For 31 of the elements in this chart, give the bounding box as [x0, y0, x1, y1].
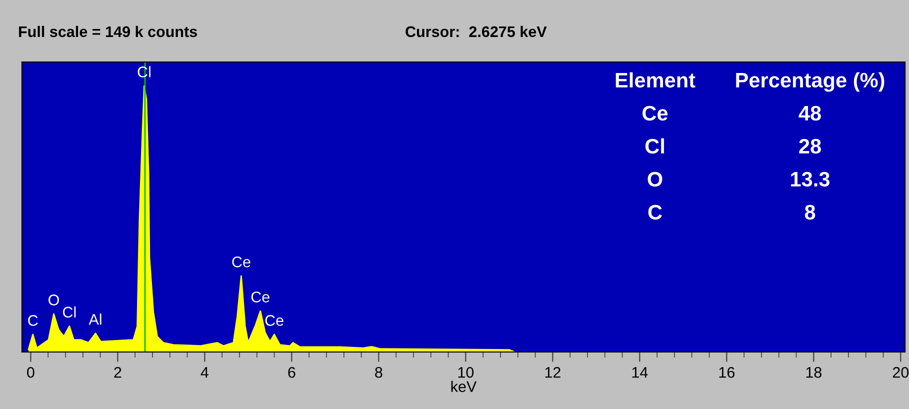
annotation: O	[648, 172, 662, 187]
text: Cursor: 2.6275 keV	[406, 26, 547, 38]
annotation: Percentage (%)	[736, 72, 884, 92]
annotation: Ce	[265, 315, 284, 326]
annotation: Cl	[645, 138, 664, 154]
annotation: O	[48, 294, 59, 306]
annotation: Cl	[62, 306, 76, 318]
x-tick-label: 10	[458, 366, 474, 378]
x-tick-label: 8	[375, 366, 382, 378]
annotation: 48	[798, 106, 821, 121]
x-tick-label: 2	[114, 366, 122, 378]
annotation: 28	[799, 138, 821, 154]
annotation: Ce	[232, 256, 250, 268]
x-tick-label: 4	[200, 367, 208, 378]
annotation: Ce	[251, 292, 270, 302]
x-tick-label: 20	[892, 366, 909, 378]
annotation: Element	[616, 72, 696, 88]
annotation: 8	[804, 204, 816, 220]
x-tick-label: 16	[719, 366, 734, 378]
annotation: 13.3	[791, 172, 830, 187]
x-tick-label: 6	[288, 366, 296, 378]
x-tick-label: 12	[545, 366, 560, 378]
x-axis-title: keV	[451, 380, 477, 392]
text: Full scale = 149 k counts	[19, 26, 197, 38]
x-tick-label: 0	[27, 366, 34, 378]
annotation: C	[28, 315, 38, 326]
annotation: Ce	[642, 106, 668, 121]
annotation: Al	[88, 314, 102, 325]
x-tick-label: 14	[632, 367, 648, 378]
x-tick-label: 18	[806, 366, 822, 378]
annotation: C	[648, 204, 662, 220]
